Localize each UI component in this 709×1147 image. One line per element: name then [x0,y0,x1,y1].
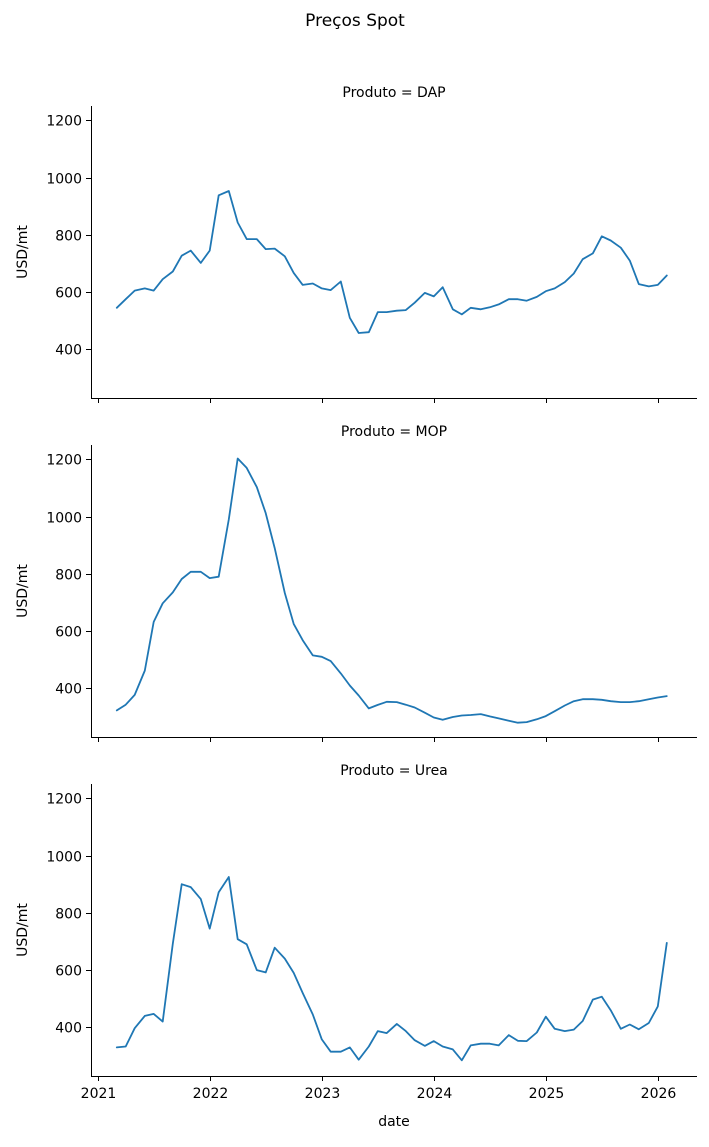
y-tick-label: 600 [55,964,82,980]
x-axis-label: date [378,1114,410,1130]
y-tick-label: 1000 [46,850,82,866]
facet-2: Produto = MOP 400 600 800 1000 1200 USD/mt [15,424,697,742]
y-tick-label: 1200 [46,453,82,469]
facet-3: Produto = Urea 400 600 800 1000 1200 USD/mt 202… [15,763,697,1102]
x-tick-label: 2024 [417,1086,453,1102]
facets-group: Produto = DAP40060080010001200USD/mtProd… [15,85,697,1102]
y-tick-label: 800 [55,907,82,923]
x-tick-label: 2026 [641,1086,677,1102]
y-tick-label: 800 [55,229,82,245]
facet-title: Produto = Urea [340,763,448,779]
y-tick-label: 1000 [46,172,82,188]
series-line [115,457,668,724]
y-tick-label: 600 [55,286,82,302]
x-tick-label: 2022 [193,1086,229,1102]
facet-title: Produto = MOP [341,424,447,440]
y-axis-label: USD/mt [15,225,31,279]
y-axis-label: USD/mt [15,564,31,618]
x-tick-label: 2021 [81,1086,117,1102]
y-tick-label: 1200 [46,114,82,130]
series-line [115,876,668,1062]
x-tick-label: 2023 [305,1086,341,1102]
y-tick-label: 600 [55,625,82,641]
y-tick-label: 400 [55,343,82,359]
y-tick-label: 800 [55,568,82,584]
y-tick-label: 400 [55,682,82,698]
y-tick-label: 1000 [46,511,82,527]
facet-1: Produto = DAP 400 600 800 1000 1200 USD/mt [15,85,697,403]
y-tick-label: 1200 [46,792,82,808]
y-axis-label: USD/mt [15,903,31,957]
facet-title: Produto = DAP [342,85,445,101]
chart-title: Preços Spot [305,11,405,31]
x-tick-label: 2025 [529,1086,565,1102]
y-tick-label: 400 [55,1021,82,1037]
series-line [115,190,668,334]
